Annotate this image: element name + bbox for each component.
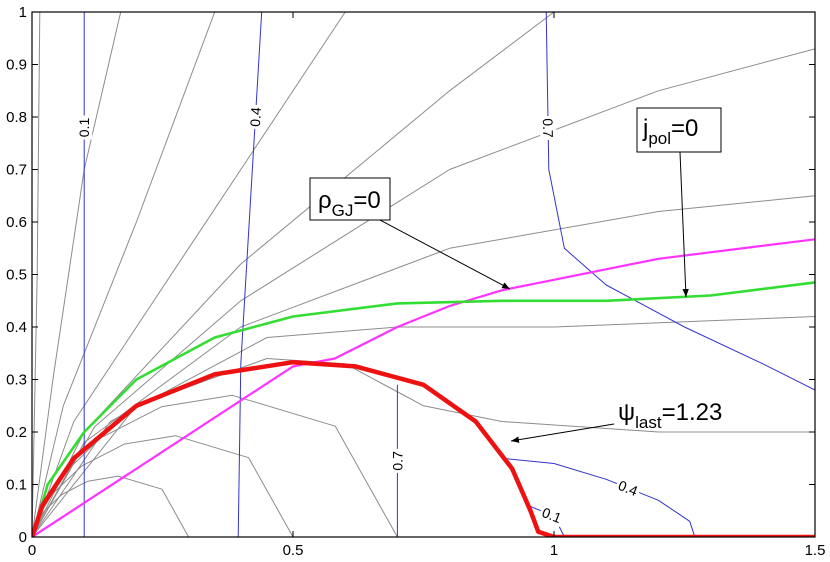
annotation: ψlast=1.23 — [618, 399, 722, 432]
y-tick-label: 0.2 — [6, 424, 27, 441]
annotation-arrow — [510, 423, 615, 443]
annotation-sub: GJ — [332, 201, 354, 220]
contour-label-text: 0.4 — [616, 477, 640, 499]
contour-label-bg — [539, 115, 557, 141]
contour-label-bg — [537, 503, 566, 528]
x-tick-label: 1.5 — [805, 542, 826, 559]
annotation-sub: last — [635, 413, 662, 432]
annotation: jpol=0 — [642, 115, 698, 148]
annotation-arrow — [679, 151, 689, 298]
y-tick-label: 1 — [19, 4, 27, 21]
y-tick-label: 0.4 — [6, 319, 27, 336]
annotation-box — [309, 177, 391, 221]
annotation-symbol: ρ — [318, 187, 332, 214]
contour-label: 0.1 — [537, 503, 566, 528]
annotation-symbol: j — [642, 115, 648, 142]
contour-label-text: 0.7 — [389, 451, 405, 471]
series-line — [545, 12, 815, 391]
y-tick-label: 0.5 — [6, 267, 27, 284]
series-line — [32, 316, 815, 537]
contour-label-text: 0.1 — [76, 118, 92, 138]
y-tick-label: 0.7 — [6, 162, 27, 179]
annotation-symbol: ψ — [618, 399, 635, 426]
y-tick-label: 0.6 — [6, 214, 27, 231]
contour-label: 0.7 — [389, 448, 406, 473]
annotation-rest: =1.23 — [662, 399, 723, 426]
contour-label-bg — [389, 448, 406, 473]
series-line — [32, 238, 815, 537]
annotation-rest: =0 — [671, 115, 698, 142]
contour-label-text: 0.1 — [540, 504, 564, 526]
y-tick-label: 0.8 — [6, 109, 27, 126]
plot-lines — [32, 12, 815, 537]
y-tick-label: 0.9 — [6, 57, 27, 74]
y-tick-label: 0 — [19, 529, 27, 546]
series-line — [501, 457, 696, 537]
series-line — [32, 12, 346, 537]
contour-label: 0.4 — [246, 104, 265, 130]
y-tick-label: 0.1 — [6, 477, 27, 494]
contour-label-bg — [246, 104, 265, 130]
series-line — [32, 12, 216, 537]
plot-frame — [31, 11, 816, 538]
annotation: ρGJ=0 — [318, 187, 381, 220]
annotation-box — [636, 107, 722, 153]
x-tick-label: 0 — [28, 542, 36, 559]
contour-label-bg — [76, 115, 93, 140]
contour-label: 0.4 — [613, 476, 643, 500]
contour-label: 0.7 — [539, 115, 557, 141]
series-line — [237, 12, 263, 537]
contour-label-text: 0.4 — [247, 107, 264, 128]
contour-label: 0.1 — [76, 115, 93, 140]
series-line — [32, 359, 815, 537]
annotation-sub: pol — [648, 129, 671, 148]
contour-label-bg — [613, 476, 643, 500]
y-tick-label: 0.3 — [6, 372, 27, 389]
series-line — [32, 281, 815, 537]
series-line — [32, 12, 122, 537]
annotation-rest: =0 — [353, 187, 380, 214]
overlay: 0 0.5 1 1.5 0 0.1 0.2 0.3 0.4 0.5 0.6 0.7 0.8 0.9 1 0.1… — [6, 4, 825, 559]
x-tick-label: 0.5 — [283, 542, 304, 559]
annotation-arrow — [379, 219, 511, 290]
x-tick-label: 1 — [550, 542, 558, 559]
contour-label-text: 0.7 — [540, 118, 556, 138]
